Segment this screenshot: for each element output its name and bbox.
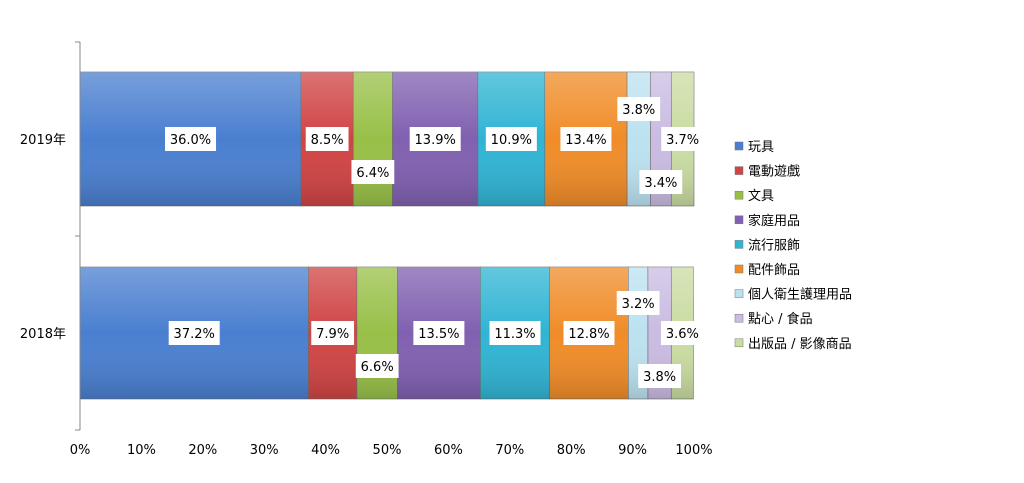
data-label: 11.3% xyxy=(494,327,535,342)
data-label: 3.8% xyxy=(643,370,676,385)
data-label-box xyxy=(638,364,682,388)
legend-label: 電動遊戲 xyxy=(748,165,800,180)
legend-swatch xyxy=(734,190,744,200)
x-tick-label: 30% xyxy=(250,443,279,458)
data-label: 10.9% xyxy=(491,133,532,148)
x-tick-label: 90% xyxy=(618,443,647,458)
data-label-box xyxy=(168,321,220,345)
data-label: 13.9% xyxy=(415,133,456,148)
legend-label: 出版品 / 影像商品 xyxy=(748,337,852,352)
x-tick-label: 20% xyxy=(188,443,217,458)
data-label-box xyxy=(639,170,683,194)
x-tick-label: 40% xyxy=(311,443,340,458)
data-label-box xyxy=(489,321,541,345)
data-label: 3.7% xyxy=(666,133,699,148)
data-label-box xyxy=(563,321,615,345)
data-label-box xyxy=(560,127,612,151)
x-tick-label: 10% xyxy=(127,443,156,458)
data-label: 3.2% xyxy=(622,297,655,312)
legend-swatch xyxy=(734,289,744,298)
data-label: 3.4% xyxy=(644,176,677,191)
category-label: 2018年 xyxy=(20,327,66,342)
data-label: 3.6% xyxy=(666,327,699,342)
legend-swatch xyxy=(734,264,744,274)
x-tick-label: 0% xyxy=(70,443,91,458)
data-label: 6.6% xyxy=(361,360,394,375)
data-label-box xyxy=(305,127,349,151)
data-label-box xyxy=(409,127,461,151)
data-label: 6.4% xyxy=(356,166,389,181)
data-label-box xyxy=(351,160,395,184)
data-label-box xyxy=(617,97,661,121)
data-label-box xyxy=(661,127,705,151)
legend-swatch xyxy=(734,240,744,249)
legend-swatch xyxy=(734,215,744,225)
data-label-box xyxy=(660,321,704,345)
category-label: 2019年 xyxy=(20,133,66,148)
x-tick-label: 50% xyxy=(373,443,402,458)
data-label-box xyxy=(165,127,217,151)
legend-label: 家庭用品 xyxy=(748,213,800,229)
legend-label: 配件飾品 xyxy=(748,263,800,278)
data-label: 37.2% xyxy=(174,327,215,342)
legend-label: 點心 / 食品 xyxy=(748,311,813,327)
data-label: 36.0% xyxy=(170,133,211,148)
data-label: 3.8% xyxy=(622,103,655,118)
data-label-box xyxy=(485,127,537,151)
data-label-box xyxy=(616,291,660,315)
x-tick-label: 80% xyxy=(557,443,586,458)
legend-swatch xyxy=(734,338,744,348)
legend-swatch xyxy=(734,166,744,175)
data-label: 12.8% xyxy=(568,327,609,342)
data-label: 13.4% xyxy=(565,133,606,148)
x-tick-label: 100% xyxy=(675,443,712,458)
bar-shading xyxy=(353,72,393,206)
legend-label: 玩具 xyxy=(748,140,774,155)
data-label-box xyxy=(413,321,465,345)
legend-swatch xyxy=(734,141,744,151)
x-tick-label: 60% xyxy=(434,443,463,458)
data-label: 8.5% xyxy=(311,133,344,148)
data-label: 13.5% xyxy=(418,327,459,342)
legend-label: 個人衛生護理用品 xyxy=(748,287,852,303)
bar-shading xyxy=(356,267,398,399)
legend-label: 流行服飾 xyxy=(748,238,800,253)
data-label: 7.9% xyxy=(316,327,349,342)
data-label-box xyxy=(311,321,355,345)
x-tick-label: 70% xyxy=(495,443,524,458)
legend-swatch xyxy=(734,313,744,323)
legend-label: 文具 xyxy=(748,189,774,204)
data-label-box xyxy=(355,354,399,378)
